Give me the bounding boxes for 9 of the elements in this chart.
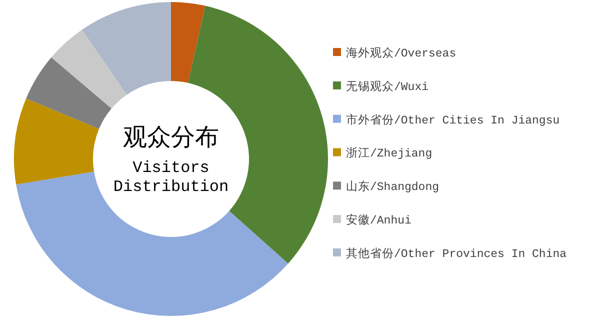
text: 观众分布 bbox=[123, 125, 219, 151]
legend-label: 安徽/Anhui bbox=[346, 212, 412, 228]
legend-label: 无锡观众/Wuxi bbox=[346, 80, 429, 94]
legend-label: 山东/Shangdong bbox=[346, 179, 440, 194]
legend-label: 市外省份/Other Cities In Jiangsu bbox=[346, 112, 560, 128]
legend-label: 其他省份/Other Provinces In China bbox=[346, 246, 567, 261]
legend-label: 海外观众/Overseas bbox=[346, 46, 456, 60]
legend-label: 浙江/Zhejiang bbox=[346, 146, 432, 161]
text: Visitors Distribution bbox=[113, 159, 229, 196]
